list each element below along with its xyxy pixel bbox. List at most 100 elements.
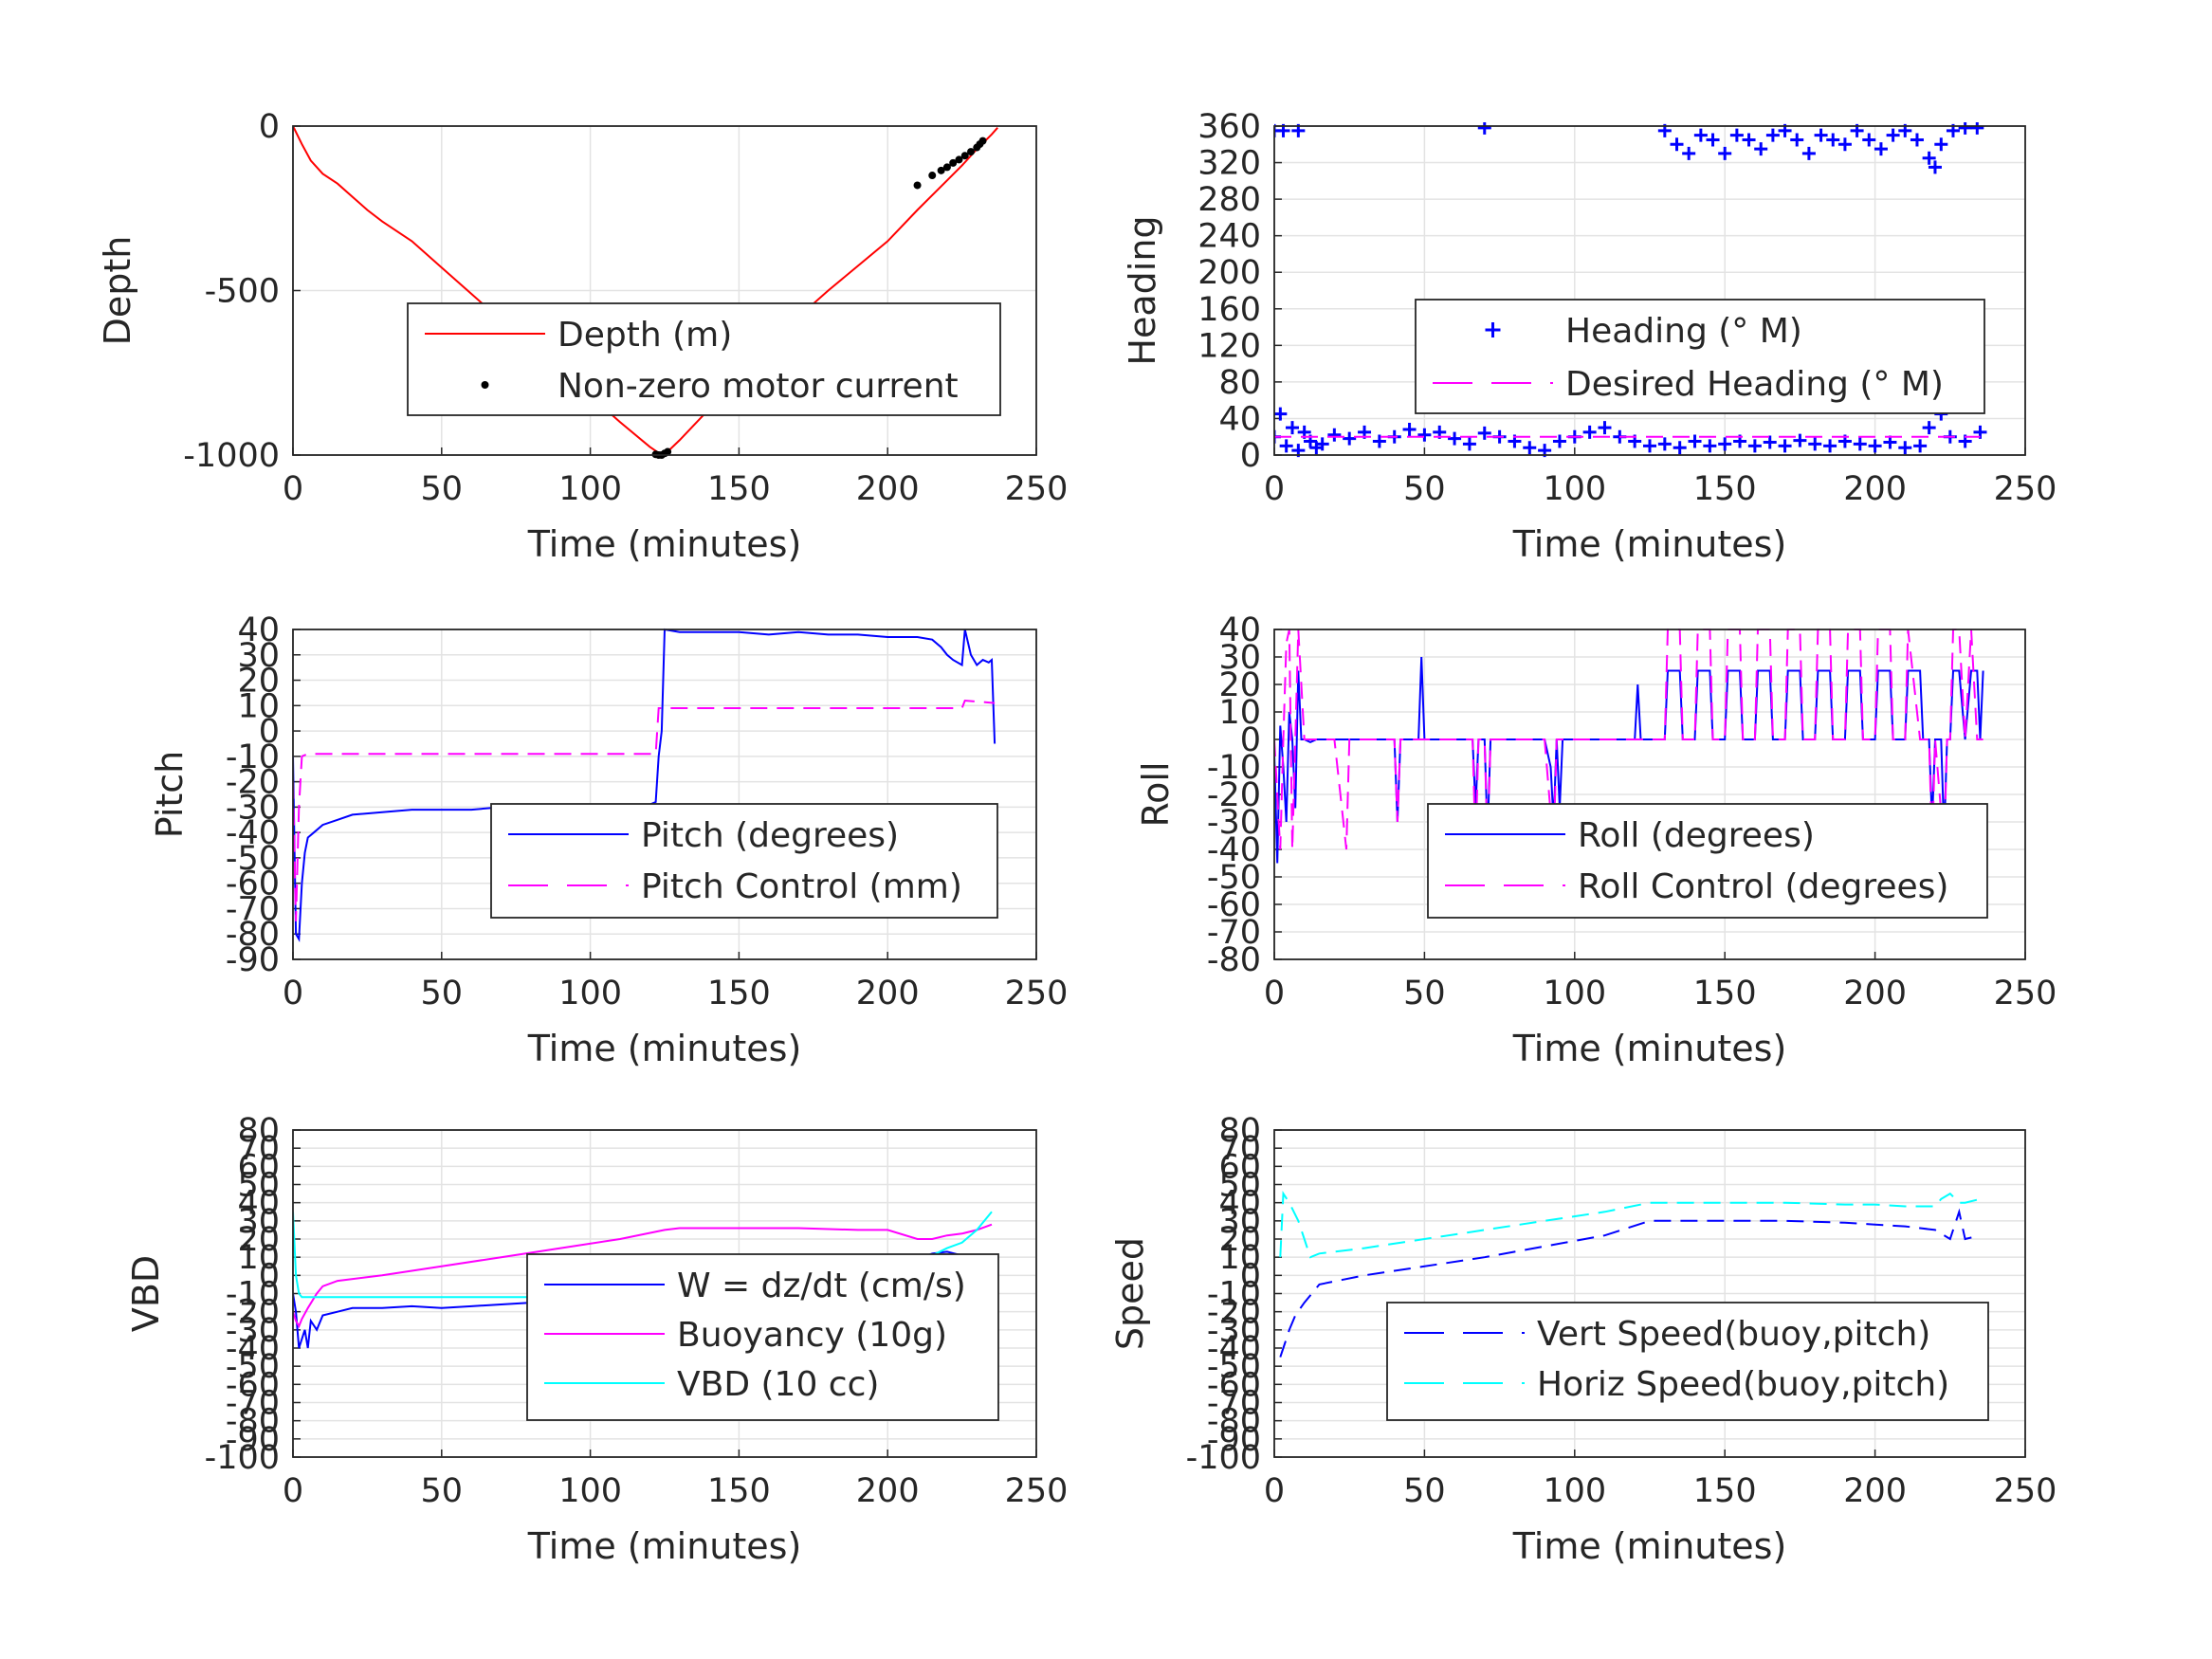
data-point bbox=[928, 172, 937, 180]
y-tick-label: 70 bbox=[237, 1130, 280, 1168]
y-axis-label: Depth bbox=[97, 236, 138, 346]
chart-panel-5: 0 50 100 150 200 25080706050403020100-10-20-3… bbox=[125, 1112, 1068, 1567]
y-tick-label: -50 bbox=[226, 840, 280, 878]
series-layer bbox=[1274, 122, 1987, 458]
y-tick-label: -10 bbox=[226, 1276, 280, 1314]
legend-label: W = dz/dt (cm/s) bbox=[677, 1267, 966, 1305]
data-point bbox=[1598, 421, 1612, 435]
data-point bbox=[1402, 423, 1417, 437]
axes-box bbox=[1273, 1129, 2026, 1458]
legend: Vert Speed(buoy,pitch) Horiz Speed(buoy,p… bbox=[1386, 1302, 1989, 1421]
y-axis-label: Speed bbox=[1109, 1237, 1151, 1350]
y-tick-label: -50 bbox=[1207, 859, 1261, 897]
y-tick-label: 10 bbox=[1218, 1239, 1261, 1277]
data-point bbox=[1477, 122, 1491, 135]
x-tick-label: 50 bbox=[421, 975, 464, 1012]
data-point bbox=[955, 155, 963, 164]
data-point bbox=[1742, 133, 1756, 147]
x-tick-label: 50 bbox=[1403, 1472, 1446, 1510]
series-line-1 bbox=[1279, 1208, 1981, 1358]
data-point bbox=[1682, 146, 1696, 160]
y-tick-label: 40 bbox=[1218, 400, 1261, 438]
legend-label: Buoyancy (10g) bbox=[677, 1316, 947, 1355]
y-tick-label: -10 bbox=[1207, 749, 1261, 787]
data-point bbox=[1462, 437, 1476, 451]
legend-label: Non-zero motor current bbox=[558, 367, 959, 406]
y-tick-label: 30 bbox=[1218, 1203, 1261, 1241]
y-tick-label: -90 bbox=[1207, 1421, 1261, 1459]
legend: Depth (m) Non-zero motor current bbox=[407, 302, 1001, 416]
data-point bbox=[1928, 160, 1942, 174]
x-tick-label: 200 bbox=[1843, 470, 1907, 508]
data-point bbox=[1279, 439, 1293, 453]
y-tick-label: -50 bbox=[1207, 1348, 1261, 1386]
x-tick-label: 0 bbox=[283, 975, 303, 1012]
x-tick-label: 250 bbox=[1994, 1472, 2057, 1510]
chart-panel-1: 0 50 100 150 200 250 0 -500 -1000 Time (minutes) D… bbox=[97, 108, 1068, 565]
legend-box bbox=[490, 803, 998, 919]
y-tick-label: -80 bbox=[226, 916, 280, 954]
y-tick-label: 60 bbox=[237, 1148, 280, 1186]
data-point bbox=[1790, 133, 1804, 147]
data-point bbox=[1372, 434, 1386, 448]
data-point bbox=[1886, 128, 1900, 142]
legend-label: Vert Speed(buoy,pitch) bbox=[1537, 1315, 1930, 1354]
x-tick-label: 200 bbox=[856, 470, 920, 508]
axes-box bbox=[292, 629, 1037, 960]
x-tick-label: 50 bbox=[421, 1472, 464, 1510]
y-tick-label: 80 bbox=[237, 1112, 280, 1150]
axes-box bbox=[1273, 629, 2026, 960]
data-point bbox=[1801, 146, 1816, 160]
y-tick-label: 320 bbox=[1197, 145, 1261, 183]
legend: Pitch (degrees) Pitch Control (mm) bbox=[490, 803, 998, 919]
x-axis-label: Time (minutes) bbox=[1512, 523, 1787, 565]
data-point bbox=[978, 137, 987, 145]
x-tick-label: 0 bbox=[1264, 470, 1285, 508]
y-tick-label: -1000 bbox=[183, 437, 280, 475]
x-tick-label: 200 bbox=[856, 1472, 920, 1510]
legend: Roll (degrees) Roll Control (degrees) bbox=[1427, 803, 1988, 919]
series-line-2 bbox=[293, 1223, 993, 1329]
y-tick-label: -40 bbox=[1207, 1330, 1261, 1368]
y-tick-label: 20 bbox=[237, 663, 280, 701]
y-tick-label: -70 bbox=[1207, 914, 1261, 952]
data-point bbox=[1706, 133, 1720, 147]
data-point bbox=[1582, 425, 1597, 439]
y-tick-label: 280 bbox=[1197, 181, 1261, 219]
data-point bbox=[1343, 431, 1357, 446]
x-tick-label: 100 bbox=[1543, 975, 1606, 1012]
y-tick-label: 200 bbox=[1197, 254, 1261, 292]
x-tick-label: 200 bbox=[1843, 975, 1907, 1012]
x-tick-label: 150 bbox=[1693, 470, 1757, 508]
legend-box bbox=[407, 302, 1001, 416]
x-tick-label: 250 bbox=[1005, 1472, 1069, 1510]
legend-label: Pitch Control (mm) bbox=[641, 867, 962, 906]
y-tick-label: 50 bbox=[237, 1167, 280, 1205]
y-tick-label: -10 bbox=[1207, 1276, 1261, 1314]
x-tick-label: 100 bbox=[558, 975, 622, 1012]
y-tick-label: 360 bbox=[1197, 108, 1261, 146]
y-tick-label: -20 bbox=[226, 1294, 280, 1332]
y-tick-label: 0 bbox=[1240, 437, 1261, 475]
legend-label: Roll Control (degrees) bbox=[1578, 867, 1948, 906]
axes-box bbox=[1273, 125, 2026, 456]
data-point bbox=[1670, 137, 1684, 152]
data-point bbox=[1778, 439, 1792, 453]
series-layer bbox=[293, 125, 998, 459]
y-tick-label: 40 bbox=[237, 1185, 280, 1223]
y-tick-label: 80 bbox=[1218, 364, 1261, 402]
data-point bbox=[1747, 439, 1762, 453]
y-tick-label: -70 bbox=[226, 890, 280, 928]
x-tick-label: 150 bbox=[707, 470, 771, 508]
y-tick-label: -30 bbox=[226, 789, 280, 827]
series-line-2 bbox=[1274, 629, 1983, 850]
x-tick-label: 100 bbox=[1543, 1472, 1606, 1510]
data-point bbox=[1763, 435, 1777, 449]
y-tick-label: -500 bbox=[205, 273, 280, 311]
data-point bbox=[1327, 428, 1342, 442]
data-point bbox=[949, 158, 958, 167]
y-tick-label: 0 bbox=[259, 108, 280, 146]
x-tick-label: 250 bbox=[1994, 975, 2057, 1012]
axes-box bbox=[292, 1129, 1037, 1458]
